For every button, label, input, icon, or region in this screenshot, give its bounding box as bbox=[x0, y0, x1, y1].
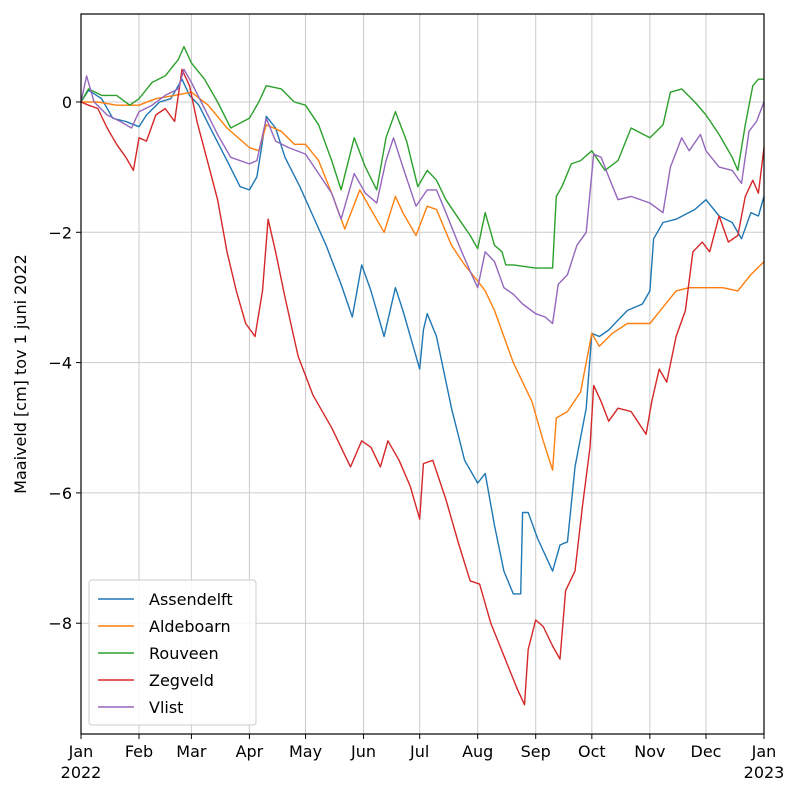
y-axis-label: Maaiveld [cm] tov 1 juni 2022 bbox=[11, 254, 30, 494]
x-tick-label: Jun bbox=[350, 742, 376, 761]
x-tick-label: Jul bbox=[409, 742, 429, 761]
y-tick-label: −4 bbox=[48, 354, 72, 373]
series-line-vlist bbox=[80, 68, 765, 325]
legend-label: Zegveld bbox=[149, 671, 214, 690]
y-tick-label: −6 bbox=[48, 484, 72, 503]
x-tick-label: Apr bbox=[236, 742, 264, 761]
y-tick-label: −2 bbox=[48, 223, 72, 242]
x-tick-label: Mar bbox=[176, 742, 207, 761]
x-tick-label: Nov bbox=[634, 742, 665, 761]
series-line-assendelft bbox=[80, 78, 765, 595]
legend-box bbox=[88, 579, 257, 726]
plot-area-frame bbox=[80, 13, 765, 735]
legend-label: Vlist bbox=[149, 698, 183, 717]
legend-label: Aldeboarn bbox=[149, 617, 231, 636]
series-line-rouveen bbox=[80, 45, 764, 269]
y-tick-label: −8 bbox=[48, 614, 72, 633]
x-tick-label: Dec bbox=[691, 742, 722, 761]
x-tick-year-label: 2023 bbox=[744, 763, 785, 782]
legend-label: Assendelft bbox=[149, 590, 233, 609]
x-tick-label: Jan bbox=[68, 742, 94, 761]
x-tick-label: Feb bbox=[125, 742, 153, 761]
series-line-zegveld bbox=[80, 68, 765, 706]
x-tick-year-label: 2022 bbox=[61, 763, 102, 782]
series-line-aldeboarn bbox=[81, 91, 765, 471]
x-tick-label: Jan bbox=[751, 742, 777, 761]
y-tick-label: 0 bbox=[62, 93, 72, 112]
x-tick-label: Aug bbox=[462, 742, 493, 761]
tick-layer: Jan 2022 Feb Mar Apr May Jun Jul Aug Sep Oct Nov Dec… bbox=[48, 93, 784, 782]
legend-label: Rouveen bbox=[149, 644, 219, 663]
series-layer bbox=[80, 45, 765, 706]
legend: Assendelft Aldeboarn Rouveen Zegveld Vlist bbox=[88, 579, 257, 726]
x-tick-label: Oct bbox=[578, 742, 606, 761]
x-tick-label: Sep bbox=[521, 742, 551, 761]
x-tick-label: May bbox=[289, 742, 322, 761]
